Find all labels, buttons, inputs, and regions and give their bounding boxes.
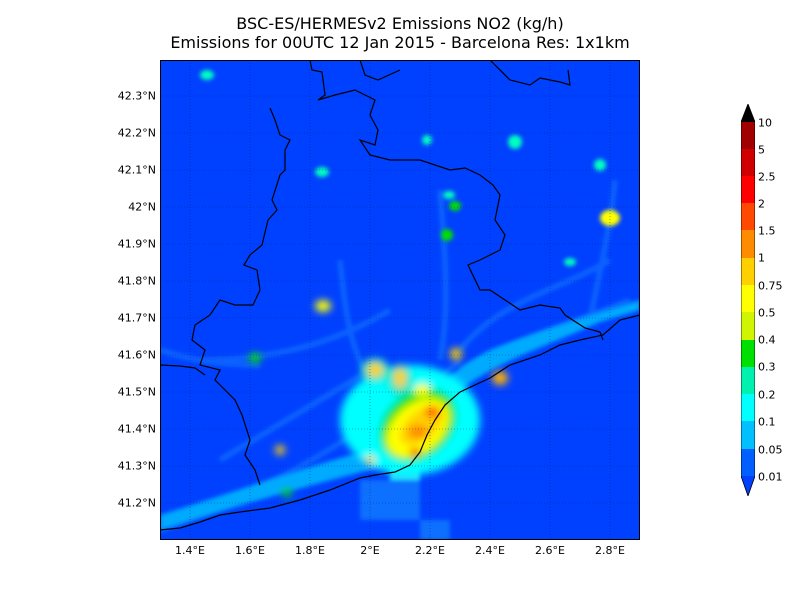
lat-tick-label: 41.3°N	[117, 459, 156, 473]
colorbar-label: 2.5	[758, 170, 776, 184]
isolated-hotspots	[200, 70, 620, 266]
emissions-map	[160, 60, 640, 540]
colorbar-label: 5	[758, 143, 765, 157]
lon-tick-label: 2.8°E	[595, 544, 625, 557]
map-frame	[160, 60, 640, 540]
colorbar-label: 10	[758, 116, 772, 130]
colorbar-label: 0.75	[758, 279, 783, 293]
lon-tick-label: 2.2°E	[415, 544, 445, 557]
lat-tick-label: 42.1°N	[117, 163, 156, 177]
lat-tick-label: 41.5°N	[117, 385, 156, 399]
lon-tick-label: 1.6°E	[235, 544, 265, 557]
colorbar-label: 0.3	[758, 360, 776, 374]
lon-tick-label: 2°E	[360, 544, 380, 557]
lat-tick-label: 41.8°N	[117, 274, 156, 288]
chart-subtitle: Emissions for 00UTC 12 Jan 2015 - Barcel…	[170, 33, 630, 52]
lon-tick-label: 2.4°E	[475, 544, 505, 557]
colorbar-label: 0.01	[758, 470, 783, 484]
lat-tick-label: 41.7°N	[117, 311, 156, 325]
colorbar-label: 0.2	[758, 388, 776, 402]
lat-tick-label: 41.9°N	[117, 237, 156, 251]
colorbar-extend-top	[741, 104, 755, 122]
lon-tick-label: 2.6°E	[535, 544, 565, 557]
lon-tick-label: 1.8°E	[295, 544, 325, 557]
chart-title: BSC-ES/HERMESv2 Emissions NO2 (kg/h)	[236, 14, 564, 33]
lat-tick-label: 41.4°N	[117, 422, 156, 436]
colorbar	[741, 104, 755, 496]
lon-tick-label: 1.4°E	[175, 544, 205, 557]
graticule	[160, 60, 640, 540]
lat-tick-label: 42.2°N	[117, 126, 156, 140]
lat-tick-label: 42°N	[128, 200, 156, 214]
colorbar-label: 2	[758, 197, 765, 211]
administrative-boundaries	[160, 60, 640, 531]
colorbar-extend-bottom	[741, 476, 755, 496]
colorbar-label: 0.5	[758, 306, 776, 320]
colorbar-label: 0.05	[758, 443, 783, 457]
colorbar-label: 1	[758, 251, 765, 265]
colorbar-label: 0.1	[758, 415, 776, 429]
lat-tick-label: 41.6°N	[117, 348, 156, 362]
colorbar-label: 1.5	[758, 224, 776, 238]
lat-tick-label: 41.2°N	[117, 496, 156, 510]
barcelona-hotspot	[249, 300, 508, 497]
colorbar-label: 0.4	[758, 333, 776, 347]
lat-tick-label: 42.3°N	[117, 89, 156, 103]
